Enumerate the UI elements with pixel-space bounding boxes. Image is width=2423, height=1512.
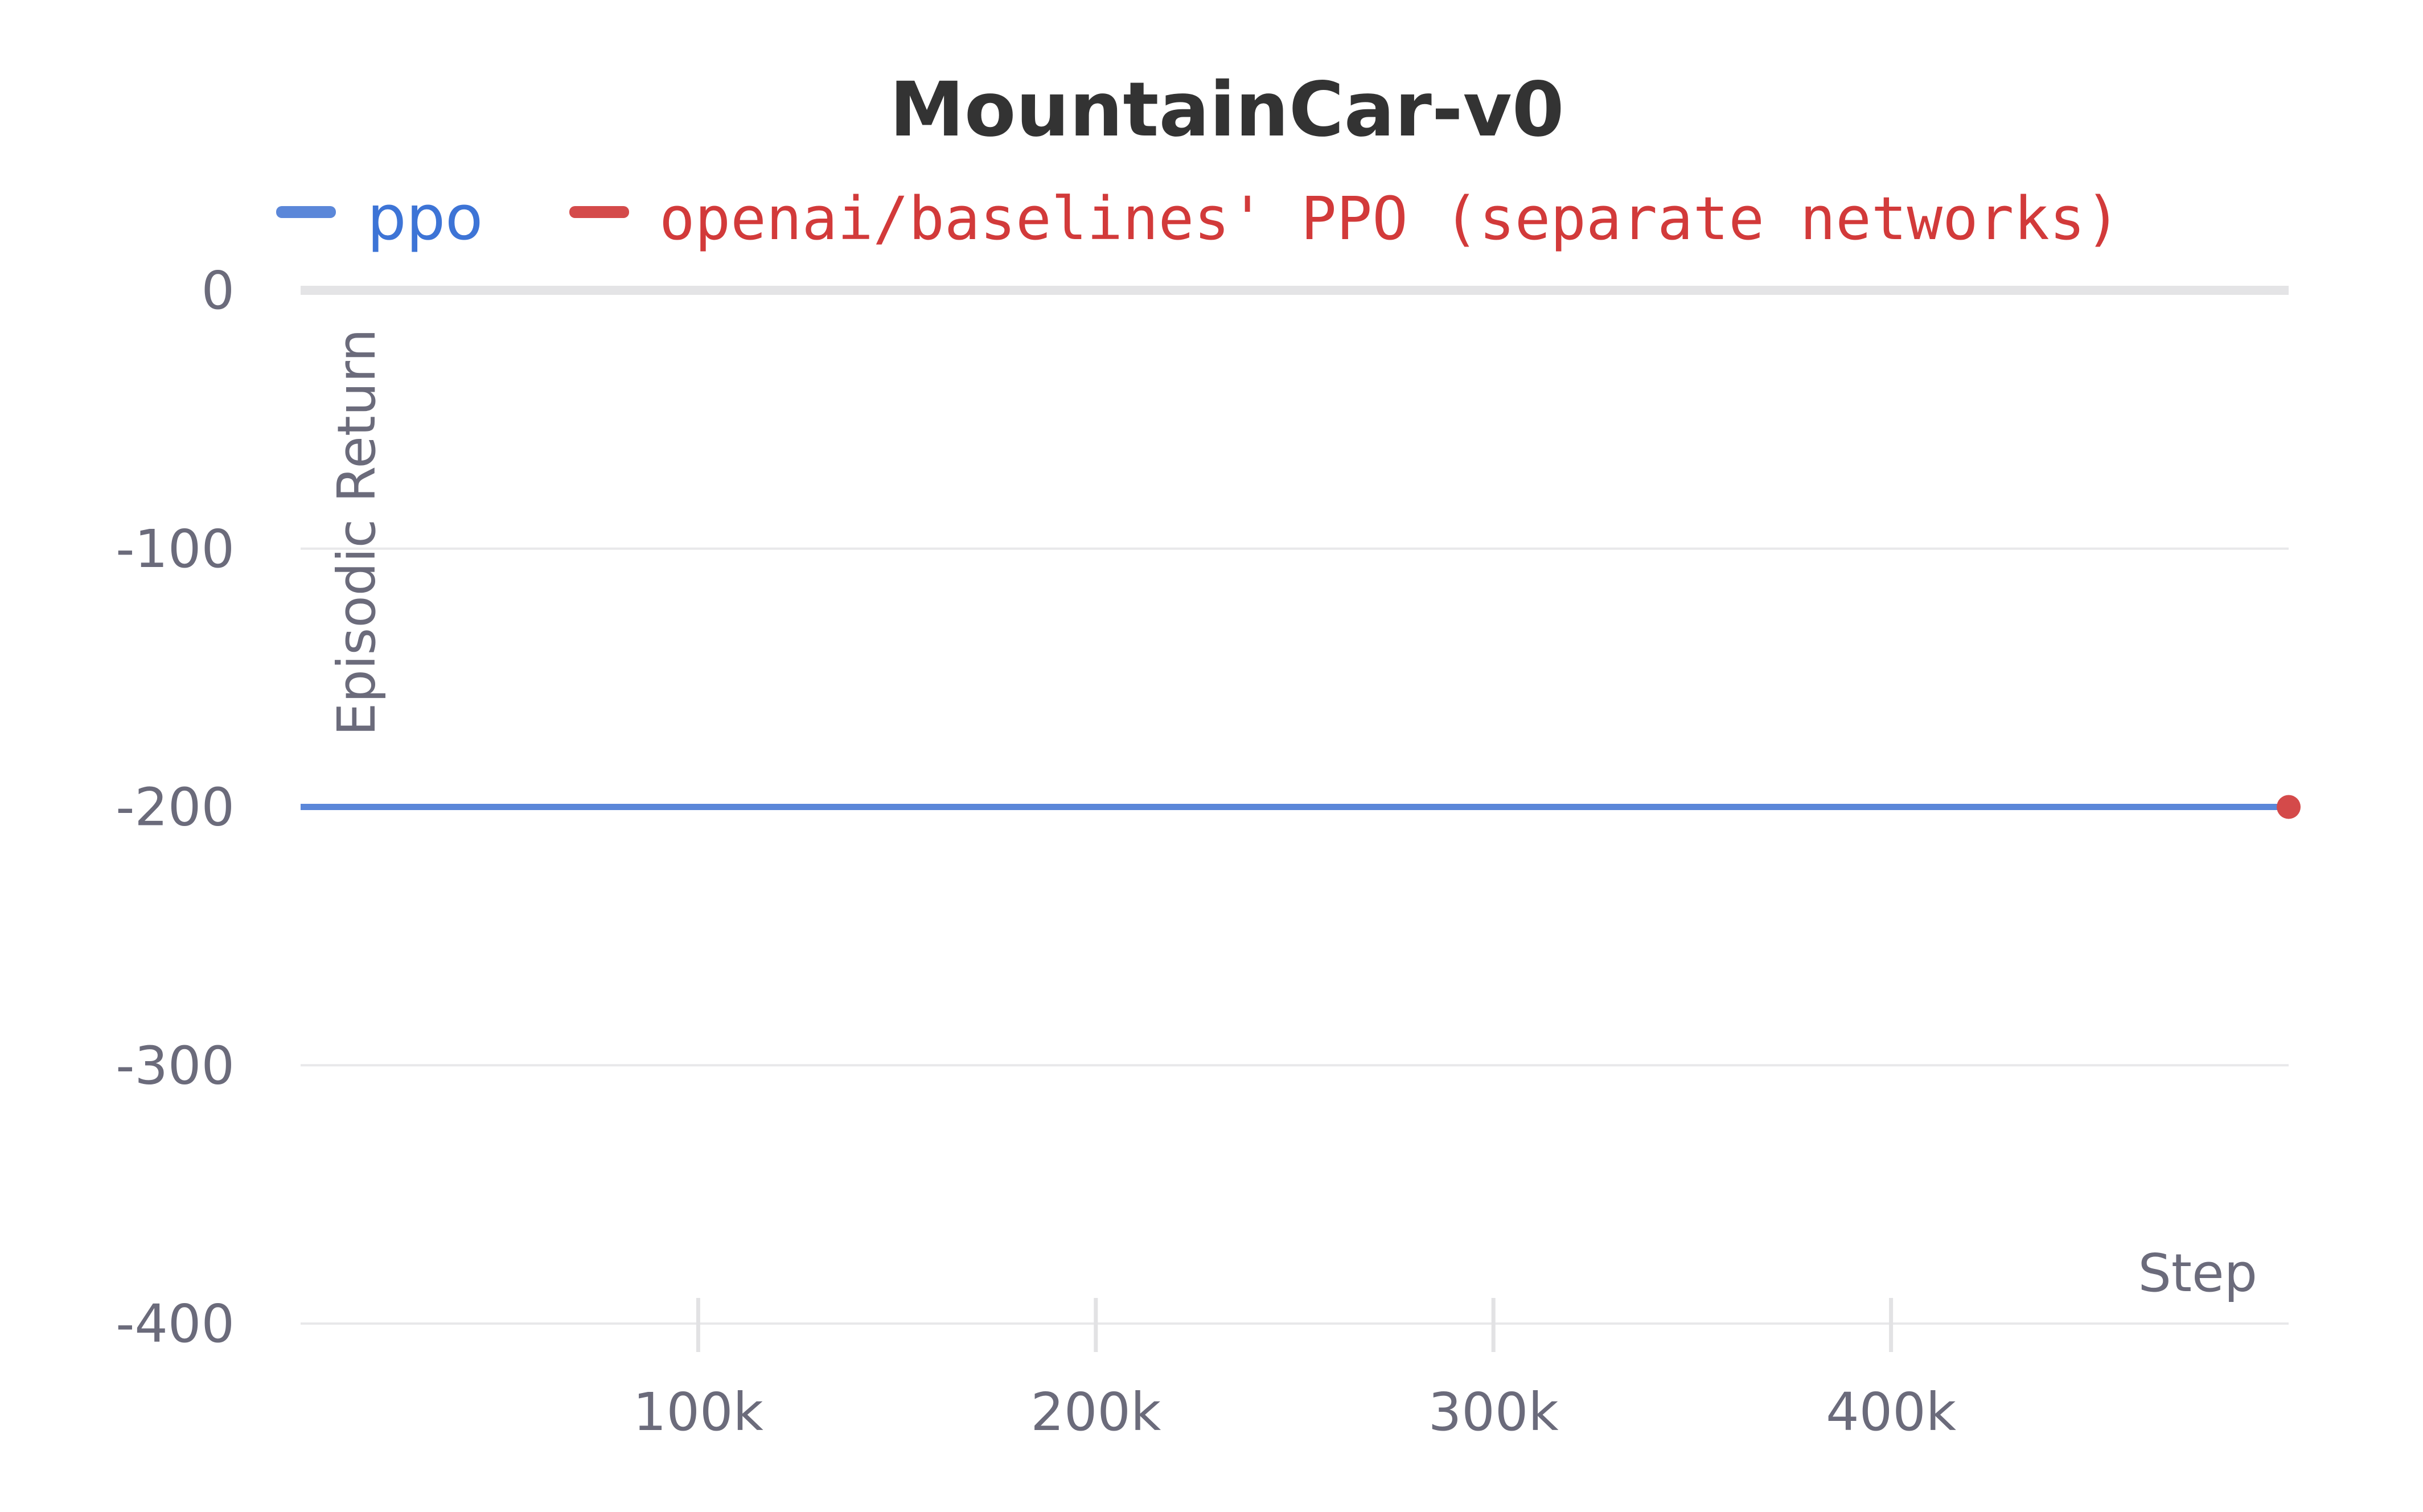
y-tick-label: -100 — [116, 519, 235, 580]
x-tick-label: 400k — [1826, 1382, 1957, 1443]
y-tick-label: -400 — [116, 1293, 235, 1354]
legend-label: ppo — [367, 183, 483, 254]
x-tick-label: 100k — [633, 1382, 764, 1443]
x-tick-label: 300k — [1428, 1382, 1559, 1443]
series-point — [2277, 795, 2301, 819]
series-layer — [301, 795, 2301, 819]
x-axis-label: Step — [2138, 1243, 2257, 1304]
y-tick-label: -300 — [116, 1035, 235, 1096]
legend-swatch — [569, 206, 629, 218]
legend-label: openai/baselines' PPO (separate networks… — [659, 184, 2121, 253]
legend: ppo openai/baselines' PPO (separate netwo… — [276, 183, 2121, 254]
x-tick-label: 200k — [1030, 1382, 1161, 1443]
chart-title: MountainCar-v0 — [889, 66, 1564, 154]
y-axis-label: Episodic Return — [326, 328, 387, 736]
y-tick-label: -200 — [116, 777, 235, 838]
legend-swatch — [276, 206, 336, 218]
x-axis: 100k 200k 300k 400k — [633, 1298, 1957, 1443]
y-tick-label: 0 — [201, 260, 235, 321]
y-axis: 0 -100 -200 -300 -400 — [116, 260, 235, 1354]
